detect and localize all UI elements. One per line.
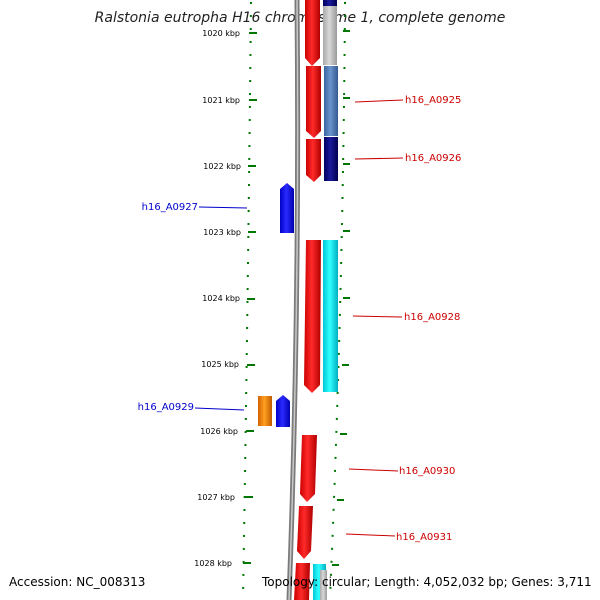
gene-label-h16_A0927[interactable]: h16_A0927	[142, 202, 198, 213]
gene-label-h16_A0928[interactable]: h16_A0928	[404, 312, 460, 323]
scale-label-1025: 1025 kbp	[201, 360, 239, 369]
gene-h16_A0928[interactable]	[304, 240, 321, 393]
scale-ticks	[243, 32, 257, 564]
genome-summary-label: Topology: circular; Length: 4,052,032 bp…	[262, 575, 592, 589]
gene-h16_A0926[interactable]	[306, 139, 321, 182]
feature-grey-top[interactable]	[323, 6, 337, 65]
accession-label: Accession: NC_008313	[9, 575, 146, 589]
feature-navy-top[interactable]	[323, 0, 337, 6]
scale-label-1026: 1026 kbp	[200, 427, 238, 436]
gene-h16_A0931[interactable]	[297, 506, 313, 559]
map-title: Ralstonia eutropha H16 chromosome 1, com…	[94, 10, 506, 26]
right-ring-ticks	[332, 30, 350, 566]
gene-label-h16_A0930[interactable]: h16_A0930	[399, 466, 455, 477]
gene-h16_A0929[interactable]	[276, 395, 290, 427]
scale-label-1020: 1020 kbp	[202, 29, 240, 38]
gene-h16_A0925[interactable]	[306, 66, 321, 138]
feature-grey-bottom[interactable]	[320, 570, 327, 600]
chromosome-backbone-highlight	[288, 0, 299, 600]
scale-label-1022: 1022 kbp	[203, 162, 241, 171]
gene-h16_A0930[interactable]	[300, 435, 317, 502]
gene-h16-top-red[interactable]	[305, 0, 320, 66]
gene-label-h16_A0926[interactable]: h16_A0926	[405, 153, 461, 164]
gene-h16-bottom-red[interactable]	[294, 563, 310, 600]
feature-cyan-a0928[interactable]	[323, 240, 338, 392]
gene-label-h16_A0929[interactable]: h16_A0929	[138, 402, 194, 413]
gene-h16_A0929-orange[interactable]	[258, 396, 272, 426]
scale-label-1021: 1021 kbp	[202, 96, 240, 105]
gene-label-h16_A0931[interactable]: h16_A0931	[396, 532, 452, 543]
leader-lines-left	[194, 206, 248, 411]
feature-steel-a0925[interactable]	[324, 66, 338, 136]
gene-label-h16_A0925[interactable]: h16_A0925	[405, 95, 461, 106]
leader-lines-right	[345, 99, 404, 537]
scale-label-1027: 1027 kbp	[197, 493, 235, 502]
scale-label-1023: 1023 kbp	[203, 228, 241, 237]
gene-h16_A0927[interactable]	[280, 183, 294, 233]
feature-navy-a0926[interactable]	[324, 137, 338, 181]
scale-label-1028: 1028 kbp	[194, 559, 232, 568]
scale-label-1024: 1024 kbp	[202, 294, 240, 303]
